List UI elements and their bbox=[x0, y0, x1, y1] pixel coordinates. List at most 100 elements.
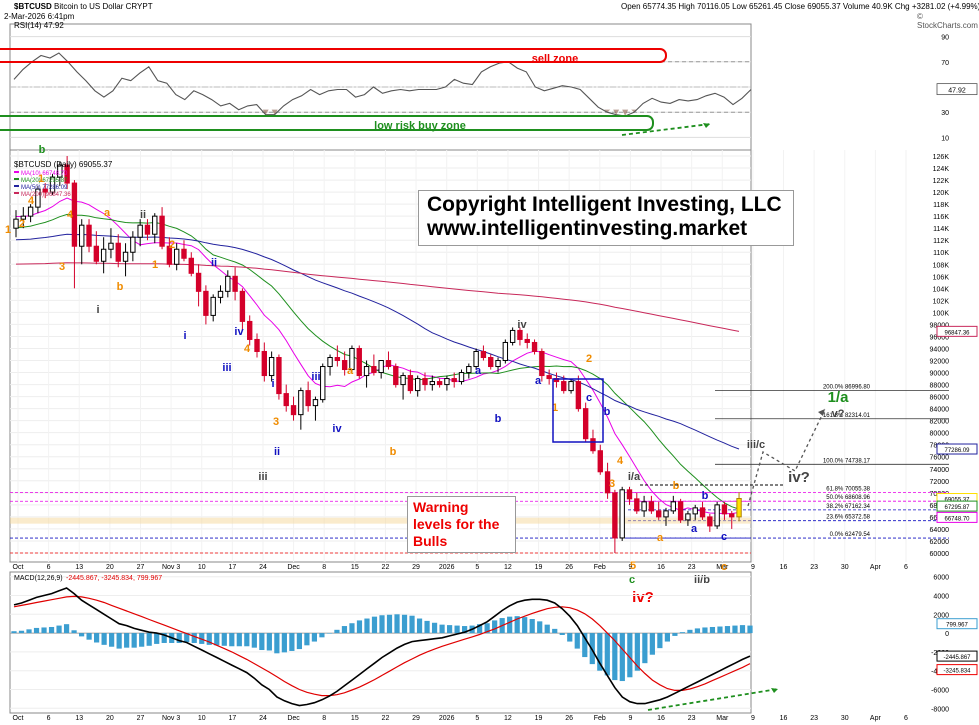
change-value: Chg +3281.02 (+4.99%) bbox=[894, 2, 979, 11]
macd-histogram-bar bbox=[702, 627, 708, 634]
macd-histogram-bar bbox=[379, 615, 385, 634]
macd-x-tick-label: 29 bbox=[412, 715, 420, 722]
macd-histogram-bar bbox=[732, 625, 738, 634]
candle-body bbox=[729, 513, 735, 518]
candle-body bbox=[144, 224, 151, 235]
candle-body bbox=[356, 347, 362, 377]
candle-body bbox=[35, 188, 41, 208]
rsi-tick-label: 70 bbox=[941, 60, 949, 67]
macd-histogram-bar bbox=[94, 633, 100, 643]
macd-histogram-bar bbox=[176, 633, 182, 643]
price-tick-label: 96000 bbox=[930, 334, 950, 341]
price-x-tick-label: 27 bbox=[137, 564, 145, 571]
price-x-tick-label: 17 bbox=[228, 564, 236, 571]
fib-label: 161.8% 82314.01 bbox=[823, 413, 871, 419]
open-value: Open 65774.35 bbox=[621, 2, 677, 11]
candle-body bbox=[86, 224, 92, 247]
wave-label: 3 bbox=[59, 261, 65, 273]
macd-histogram-bar bbox=[146, 633, 152, 646]
price-tag-label: 66748.70 bbox=[944, 516, 970, 522]
macd-tick-label: -8000 bbox=[931, 706, 949, 713]
candle-body bbox=[378, 360, 384, 374]
price-tick-label: 122K bbox=[933, 178, 950, 185]
candle-body bbox=[495, 360, 501, 368]
macd-x-tick-label: 23 bbox=[810, 715, 818, 722]
macd-histogram-bar bbox=[687, 629, 693, 634]
wave-label: iii bbox=[222, 362, 231, 374]
buy-zone-label: low risk buy zone bbox=[374, 120, 466, 132]
macd-histogram-bar bbox=[199, 633, 205, 644]
macd-histogram-bar bbox=[86, 633, 92, 640]
macd-histogram-bar bbox=[334, 629, 340, 634]
price-tag-box bbox=[936, 443, 978, 455]
wave-label: c bbox=[629, 574, 635, 586]
fib-label: 100.0% 74738.17 bbox=[823, 458, 871, 464]
wave-label: ii/b bbox=[694, 574, 710, 586]
price-x-tick-label: 26 bbox=[565, 564, 573, 571]
macd-histogram-bar bbox=[356, 620, 363, 634]
price-tick-label: 126K bbox=[933, 154, 950, 161]
ma-line-200 bbox=[15, 262, 740, 332]
price-tick-label: 112K bbox=[933, 238, 949, 245]
price-x-tick-label: 13 bbox=[75, 564, 83, 571]
candle-body bbox=[480, 350, 487, 359]
rsi-last-tag bbox=[936, 83, 978, 96]
price-x-tick-label: 22 bbox=[382, 564, 390, 571]
macd-histogram-bar bbox=[409, 615, 415, 634]
macd-x-tick-label: 6 bbox=[47, 715, 51, 722]
wave-label: iii bbox=[258, 471, 267, 483]
candle-body bbox=[641, 501, 647, 512]
macd-x-tick-label: Mar bbox=[716, 715, 729, 722]
candle-body bbox=[298, 390, 304, 416]
rsi-divergence-arrow bbox=[621, 123, 711, 136]
price-tick-label: 86000 bbox=[930, 395, 950, 402]
price-x-tick-label: 24 bbox=[259, 564, 267, 571]
macd-histogram-bar bbox=[304, 633, 310, 646]
wave-label: v? bbox=[832, 408, 845, 420]
candle-body bbox=[517, 329, 523, 340]
wave-label: ii bbox=[140, 209, 146, 221]
macd-histogram-bar bbox=[319, 633, 325, 638]
price-tick-label: 108K bbox=[933, 262, 950, 269]
ma-legend-label: MA(200) 96847.36 bbox=[21, 192, 71, 198]
candle-body bbox=[334, 357, 341, 362]
macd-x-tick-label: 15 bbox=[351, 715, 359, 722]
price-x-tick-label: 5 bbox=[475, 564, 479, 571]
macd-histogram-bar bbox=[78, 633, 85, 637]
candle-body bbox=[27, 206, 34, 217]
price-tick-label: 116K bbox=[933, 214, 949, 221]
candle-body bbox=[736, 498, 742, 518]
candle-body bbox=[261, 350, 268, 377]
price-x-tick-label: 23 bbox=[688, 564, 696, 571]
rsi-tick-label: 10 bbox=[941, 135, 949, 142]
price-x-tick-label: 16 bbox=[657, 564, 665, 571]
wave-label: i bbox=[271, 378, 274, 390]
close-value: Close 69055.37 bbox=[784, 2, 841, 11]
macd-x-tick-label: 27 bbox=[137, 715, 145, 722]
candle-body bbox=[539, 350, 545, 377]
macd-x-tick-label: 26 bbox=[565, 715, 573, 722]
macd-histogram-bar bbox=[574, 633, 580, 649]
candle-body bbox=[458, 372, 465, 383]
candle-body bbox=[429, 381, 435, 386]
candle-body bbox=[305, 390, 311, 407]
macd-histogram-bar bbox=[206, 633, 212, 645]
macd-histogram-bar bbox=[266, 633, 272, 651]
high-value: High 70116.05 bbox=[678, 2, 730, 11]
candle-body bbox=[473, 350, 479, 368]
macd-histogram-bar bbox=[717, 626, 723, 634]
price-tick-label: 72000 bbox=[930, 479, 950, 486]
price-tick-label: 64000 bbox=[930, 527, 950, 534]
wave-label: 5 bbox=[630, 560, 636, 572]
candle-body bbox=[122, 251, 129, 262]
wave-box bbox=[552, 378, 604, 443]
macd-histogram-bar bbox=[326, 633, 333, 634]
price-x-tick-label: 6 bbox=[47, 564, 51, 571]
candle-body bbox=[670, 501, 677, 512]
macd-histogram-bar bbox=[484, 623, 490, 634]
price-x-tick-label: Feb bbox=[594, 564, 606, 571]
macd-x-tick-label: Dec bbox=[287, 715, 300, 722]
candle-body bbox=[626, 489, 633, 500]
price-tag-label: 77286.09 bbox=[944, 448, 970, 454]
macd-x-tick-label: 9 bbox=[751, 715, 755, 722]
